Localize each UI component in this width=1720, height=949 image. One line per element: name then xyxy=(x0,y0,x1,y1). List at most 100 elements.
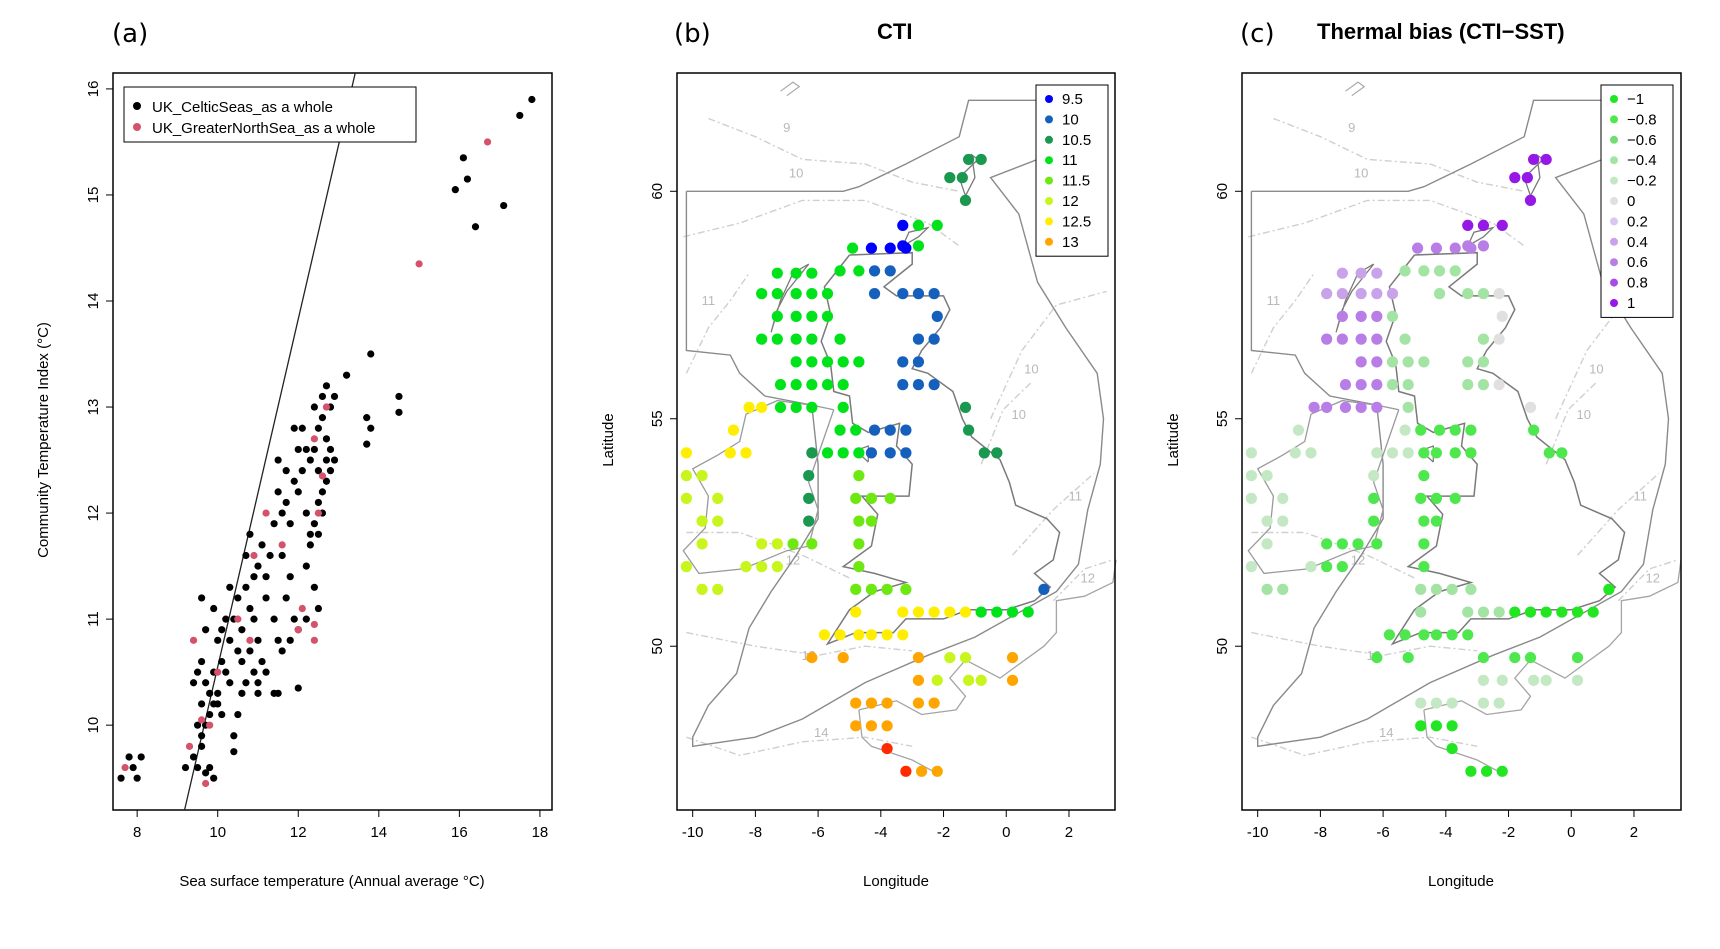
station-point xyxy=(1524,651,1537,664)
station-point xyxy=(900,424,912,436)
station-point xyxy=(1371,447,1383,459)
point-celtic xyxy=(306,541,314,549)
station-point xyxy=(1528,674,1540,686)
point-celtic xyxy=(294,488,302,496)
station-point xyxy=(771,538,783,550)
isotherm-label: 11 xyxy=(1267,293,1281,308)
station-point xyxy=(928,288,940,300)
isotherm-line xyxy=(989,290,1107,420)
point-celtic xyxy=(322,382,331,390)
station-point xyxy=(740,561,752,573)
station-point xyxy=(1371,538,1383,550)
point-celtic xyxy=(314,467,323,475)
station-point xyxy=(1571,606,1584,618)
point-celtic xyxy=(278,647,286,655)
point-celtic xyxy=(254,636,262,644)
point-celtic xyxy=(310,403,318,411)
point-celtic xyxy=(246,647,254,655)
point-celtic xyxy=(262,668,270,676)
station-point xyxy=(756,401,768,413)
point-celtic xyxy=(314,424,323,432)
station-point xyxy=(1543,447,1555,459)
station-point xyxy=(931,674,943,686)
station-point xyxy=(696,538,708,550)
point-celtic xyxy=(451,186,459,194)
point-celtic xyxy=(198,657,206,666)
station-point xyxy=(1415,720,1427,732)
station-point xyxy=(897,356,909,368)
station-point xyxy=(1528,424,1540,436)
station-point xyxy=(771,310,783,322)
point-celtic xyxy=(310,445,318,454)
legend-box xyxy=(1035,84,1109,257)
y-axis-label-c: Latitude xyxy=(1165,413,1182,466)
legend-c: −1 −0.8 −0.6 −0.4 −0.2 0 0.2 0.4 0.6 0.8 1 xyxy=(1600,84,1674,318)
station-point xyxy=(1386,288,1399,300)
station-point xyxy=(897,288,909,300)
station-point xyxy=(1449,424,1461,436)
station-point xyxy=(803,492,815,504)
station-point xyxy=(1430,583,1443,595)
station-point xyxy=(1477,219,1490,232)
isotherm-label: 12 xyxy=(1081,571,1095,586)
point-north xyxy=(206,721,214,729)
point-celtic xyxy=(198,732,206,740)
isotherm-line xyxy=(980,381,1032,465)
station-point xyxy=(756,333,768,345)
scatter-panel-a: 8 10 12 14 16 18 10 11 12 13 14 15 16 UK_CelticSeas… xyxy=(35,72,553,890)
point-celtic xyxy=(262,573,270,581)
point-celtic xyxy=(210,604,218,613)
point-celtic xyxy=(270,520,278,528)
legend-label-celtic: UK_CelticSeas_as a whole xyxy=(152,99,333,116)
isotherm-label: 10 xyxy=(1354,166,1368,181)
station-point xyxy=(1336,561,1348,573)
point-celtic xyxy=(214,636,222,644)
point-celtic xyxy=(500,201,508,210)
station-point xyxy=(1415,492,1427,504)
legend-label-north: UK_GreaterNorthSea_as a whole xyxy=(152,120,375,137)
x-tick-label: -2 xyxy=(1502,824,1515,841)
point-celtic xyxy=(218,710,226,719)
station-point xyxy=(1418,470,1430,482)
station-point xyxy=(975,153,987,166)
point-celtic xyxy=(286,573,294,581)
point-north xyxy=(322,403,331,411)
isotherm-label: 9 xyxy=(783,120,790,135)
station-point xyxy=(680,492,693,504)
station-point xyxy=(915,765,928,777)
station-point xyxy=(897,379,909,391)
station-point xyxy=(1371,333,1383,345)
x-tick-label: -4 xyxy=(1439,824,1452,841)
station-point xyxy=(884,447,896,459)
station-point xyxy=(1386,310,1399,322)
station-point xyxy=(1509,606,1521,618)
station-point xyxy=(756,538,768,550)
station-point xyxy=(1462,606,1474,618)
point-north xyxy=(214,668,222,676)
point-celtic xyxy=(258,657,266,666)
y-tick-label: 55 xyxy=(649,410,666,427)
station-point xyxy=(837,447,849,459)
x-tick-label: -10 xyxy=(1247,824,1269,841)
point-celtic xyxy=(262,594,270,602)
legend-label: −0.2 xyxy=(1627,173,1657,190)
point-celtic xyxy=(234,647,242,655)
x-tick-label-a: 12 xyxy=(290,824,307,841)
point-north xyxy=(246,636,254,644)
station-point xyxy=(727,424,740,436)
station-point xyxy=(931,310,943,322)
isotherm-label: 11 xyxy=(702,293,716,308)
station-point xyxy=(1418,561,1430,573)
station-point xyxy=(884,242,896,254)
station-point xyxy=(881,583,893,595)
point-celtic xyxy=(242,583,250,591)
legend-marker-north xyxy=(133,123,141,131)
x-tick-label: -8 xyxy=(1314,824,1327,841)
point-celtic xyxy=(322,477,331,485)
station-point xyxy=(1006,674,1019,686)
station-point xyxy=(1022,606,1034,618)
isotherm-line xyxy=(1273,117,1525,192)
station-point xyxy=(1571,651,1584,664)
station-point xyxy=(1355,401,1367,413)
isotherm-label: 14 xyxy=(1379,725,1393,740)
